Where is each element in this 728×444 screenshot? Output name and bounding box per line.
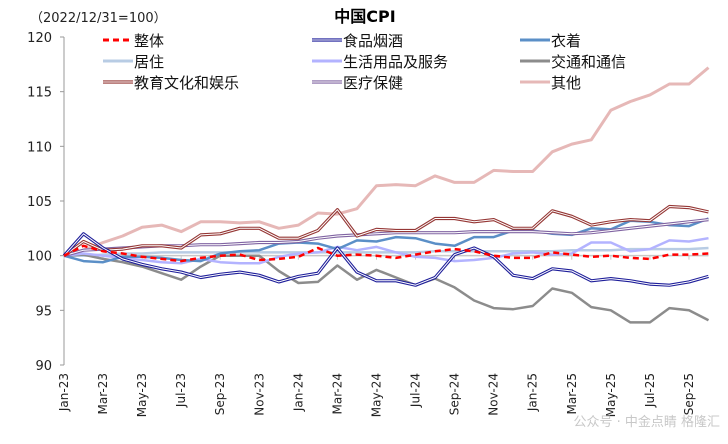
x-tick-label: Sep-25 (682, 373, 696, 415)
legend-item: 整体 (103, 32, 164, 50)
x-tick-label: Mar-25 (565, 373, 579, 414)
legend-item: 居住 (103, 53, 164, 71)
y-tick-label: 120 (27, 31, 52, 46)
chart-title: 中国CPI (334, 7, 395, 26)
series-line-1 (64, 246, 709, 257)
legend-item: 其他 (520, 74, 581, 92)
series-line-3 (63, 236, 709, 265)
legend-label: 医疗保健 (343, 74, 403, 92)
x-tick-label: May-25 (604, 373, 618, 417)
y-tick-label: 90 (35, 359, 52, 374)
legend-label: 教育文化和娱乐 (134, 74, 239, 92)
watermark: 公众号 · 中金点睛 格隆汇 (573, 415, 720, 430)
legend-label: 其他 (551, 74, 581, 92)
legend-label: 交通和通信 (551, 53, 626, 71)
x-tick-label: Jul-23 (174, 373, 188, 408)
series-line-0 (63, 66, 710, 258)
x-tick-label: Jul-24 (409, 373, 423, 408)
legend-item: 交通和通信 (520, 53, 626, 71)
series-line-2 (63, 253, 710, 324)
y-tick-label: 110 (27, 140, 52, 155)
legend-item: 衣着 (520, 32, 581, 50)
legend-label: 衣着 (551, 32, 581, 50)
y-tick-label: 95 (35, 304, 52, 319)
legend-label: 整体 (134, 32, 164, 50)
legend-label: 食品烟酒 (343, 32, 403, 50)
legend-item: 教育文化和娱乐 (103, 74, 239, 92)
x-tick-label: May-24 (369, 373, 383, 417)
chart-subtitle: （2022/12/31=100） (30, 11, 167, 26)
legend-label: 居住 (134, 53, 164, 71)
x-tick-label: Jan-23 (57, 373, 71, 412)
x-tick-label: Nov-24 (487, 373, 501, 416)
series-line-7-inner (63, 233, 709, 286)
y-tick-label: 105 (27, 195, 52, 210)
x-tick-label: May-23 (135, 373, 149, 417)
x-tick-label: Nov-23 (252, 373, 266, 416)
x-tick-label: Jan-25 (526, 373, 540, 412)
x-tick-label: Sep-23 (213, 373, 227, 415)
legend-item: 生活用品及服务 (312, 53, 448, 71)
legend-item: 医疗保健 (312, 74, 403, 92)
y-tick-label: 115 (27, 86, 52, 101)
x-tick-label: Mar-23 (96, 373, 110, 414)
x-tick-label: Jul-25 (643, 373, 657, 408)
y-tick-label: 100 (27, 250, 52, 265)
x-tick-label: Jan-24 (291, 373, 305, 412)
x-tick-label: Mar-24 (330, 373, 344, 414)
series-line-8 (63, 244, 709, 263)
x-tick-label: Sep-24 (448, 373, 462, 415)
legend-item: 食品烟酒 (312, 32, 403, 50)
series-line-6-inner (63, 206, 709, 257)
legend-label: 生活用品及服务 (343, 53, 448, 71)
